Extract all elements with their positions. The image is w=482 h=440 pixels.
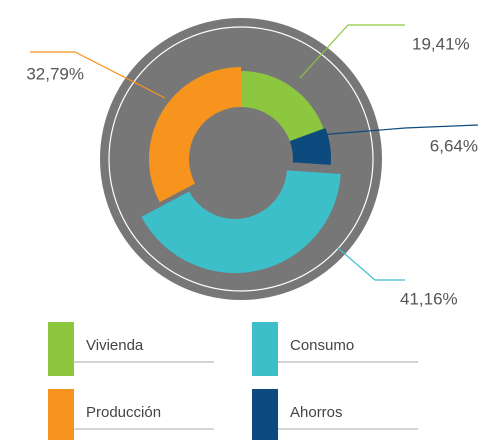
slice [141, 170, 341, 273]
legend-label: Ahorros [290, 404, 343, 421]
legend-label: Producción [86, 404, 161, 421]
legend-swatch [48, 389, 74, 440]
leader-line [30, 51, 166, 99]
value-label: 19,41% [412, 34, 470, 53]
legend-label: Vivienda [86, 337, 144, 354]
value-label: 41,16% [400, 289, 458, 308]
legend-swatch [252, 322, 278, 376]
legend-swatch [252, 389, 278, 440]
value-label: 32,79% [26, 64, 84, 83]
leader-line [317, 124, 479, 136]
ring [108, 26, 374, 292]
slice [289, 128, 332, 165]
leader-line [337, 247, 405, 281]
legend-swatch [48, 322, 74, 376]
legend-label: Consumo [290, 337, 354, 354]
slice [148, 67, 241, 203]
slice [241, 71, 324, 142]
value-label: 6,64% [430, 136, 478, 155]
leader-line [299, 24, 405, 79]
